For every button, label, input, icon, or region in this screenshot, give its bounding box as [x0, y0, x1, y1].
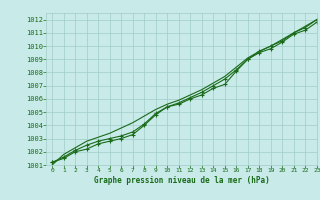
X-axis label: Graphe pression niveau de la mer (hPa): Graphe pression niveau de la mer (hPa) — [94, 176, 269, 185]
